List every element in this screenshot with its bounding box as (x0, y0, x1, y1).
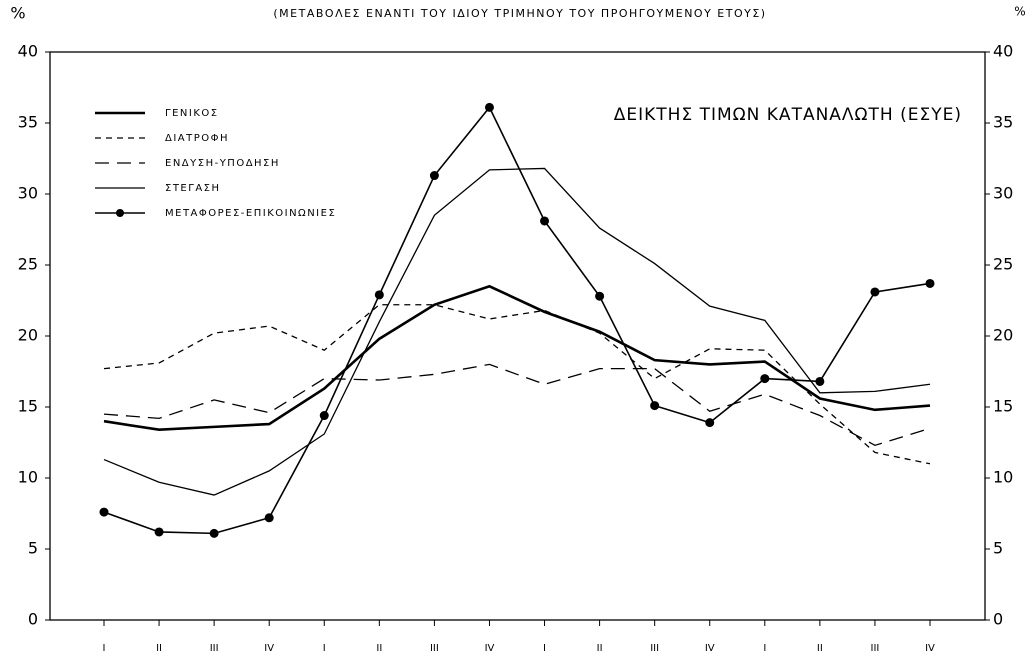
x-tick-label: IV (264, 643, 274, 654)
legend-label: ΣΤΕΓΑΣΗ (165, 183, 221, 194)
point (815, 376, 825, 386)
point (374, 290, 384, 300)
x-tick-label: I (763, 643, 766, 654)
legend-marker (116, 209, 124, 217)
point (319, 411, 329, 421)
y2-tick-label: 30 (993, 184, 1013, 203)
point (99, 507, 109, 517)
y2-tick-label: 25 (993, 255, 1013, 274)
y-tick-label: 0 (28, 610, 38, 629)
legend-label: ΕΝΔΥΣΗ-ΥΠΟΔΗΣΗ (165, 158, 280, 169)
x-tick-label: I (323, 643, 326, 654)
series-line (103, 304, 931, 465)
point (925, 278, 935, 288)
x-tick-label: II (817, 643, 823, 654)
y-axis-label: % (10, 4, 25, 23)
x-tick-label: II (156, 643, 162, 654)
point (484, 102, 494, 112)
x-tick-label: III (210, 643, 219, 654)
x-tick-label: IV (485, 643, 495, 654)
x-tick-label: I (103, 643, 106, 654)
y2-tick-label: 5 (993, 539, 1003, 558)
point (264, 513, 274, 523)
y2-tick-label: 35 (993, 113, 1013, 132)
x-tick-label: III (871, 643, 880, 654)
y-tick-label: 10 (18, 468, 38, 487)
point (595, 291, 605, 301)
y2-tick-label: 20 (993, 326, 1013, 345)
x-tick-label: III (650, 643, 659, 654)
x-tick-label: I (543, 643, 546, 654)
y-tick-label: 35 (18, 113, 38, 132)
point (705, 418, 715, 428)
y2-tick-label: 10 (993, 468, 1013, 487)
legend-label: ΜΕΤΑΦΟΡΕΣ-ΕΠΙΚΟΙΝΩΝΙΕΣ (165, 208, 336, 219)
legend-label: ΓΕΝΙΚΟΣ (165, 108, 219, 119)
x-tick-label: IV (705, 643, 715, 654)
y2-tick-label: 15 (993, 397, 1013, 416)
y2-axis-label: % (1014, 5, 1025, 19)
legend-label: ΔΙΑΤΡΟΦΗ (165, 133, 229, 144)
chart-title: (ΜΕΤΑΒΟΛΕΣ ΕΝΑΝΤΙ ΤΟΥ ΙΔΙΟΥ ΤΡΙΜΗΝΟΥ ΤΟΥ… (273, 7, 766, 20)
point (154, 527, 164, 537)
point (540, 216, 550, 226)
y-tick-label: 20 (18, 326, 38, 345)
point (760, 374, 770, 384)
point (870, 287, 880, 297)
x-tick-label: II (376, 643, 382, 654)
annotation: ΔΕΙΚΤΗΣ ΤΙΜΩΝ ΚΑΤΑΝΑΛΩΤΗ (ΕΣΥΕ) (614, 105, 962, 125)
point (209, 528, 219, 538)
y-tick-label: 5 (28, 539, 38, 558)
series-line (103, 363, 931, 447)
x-tick-label: III (430, 643, 439, 654)
point (650, 401, 660, 411)
y-tick-label: 15 (18, 397, 38, 416)
series-line (103, 167, 931, 496)
series-line (103, 105, 931, 535)
y-tick-label: 40 (18, 42, 38, 61)
x-tick-label: IV (925, 643, 935, 654)
point (429, 171, 439, 181)
y-tick-label: 25 (18, 255, 38, 274)
series-line (103, 284, 931, 432)
x-tick-label: II (597, 643, 603, 654)
y2-tick-label: 0 (993, 610, 1003, 629)
y2-tick-label: 40 (993, 42, 1013, 61)
y-tick-label: 30 (18, 184, 38, 203)
